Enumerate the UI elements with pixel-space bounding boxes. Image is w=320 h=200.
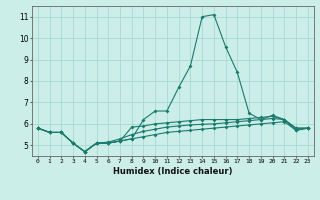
X-axis label: Humidex (Indice chaleur): Humidex (Indice chaleur) — [113, 167, 233, 176]
